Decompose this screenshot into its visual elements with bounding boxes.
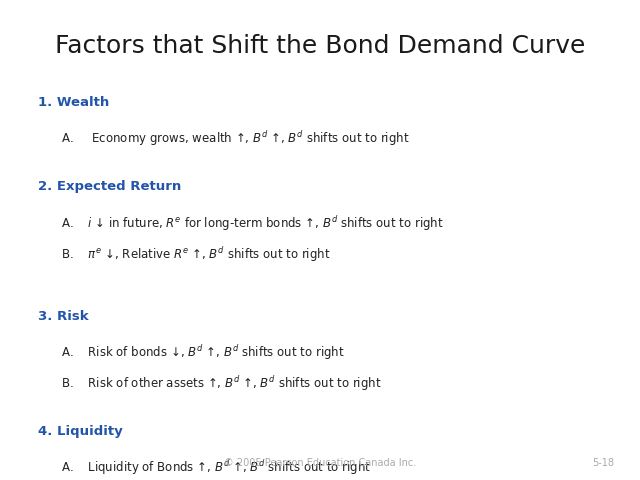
Text: 2. Expected Return: 2. Expected Return bbox=[38, 180, 182, 193]
Text: A.    Risk of bonds ↓, $B^d$ ↑, $B^d$ shifts out to right: A. Risk of bonds ↓, $B^d$ ↑, $B^d$ shift… bbox=[61, 343, 344, 362]
Text: 1. Wealth: 1. Wealth bbox=[38, 96, 109, 109]
Text: © 2005 Pearson Education Canada Inc.: © 2005 Pearson Education Canada Inc. bbox=[224, 458, 416, 468]
Text: B.    $\pi^e$ ↓, Relative $R^e$ ↑, $B^d$ shifts out to right: B. $\pi^e$ ↓, Relative $R^e$ ↑, $B^d$ sh… bbox=[61, 245, 330, 264]
Text: 3. Risk: 3. Risk bbox=[38, 310, 89, 323]
Text: 5-18: 5-18 bbox=[593, 458, 614, 468]
Text: A.    Liquidity of Bonds ↑, $B^d$ ↑, $B^d$ shifts out to right: A. Liquidity of Bonds ↑, $B^d$ ↑, $B^d$ … bbox=[61, 458, 371, 477]
Text: A.     Economy grows, wealth ↑, $B^d$ ↑, $B^d$ shifts out to right: A. Economy grows, wealth ↑, $B^d$ ↑, $B^… bbox=[61, 130, 410, 148]
Text: B.    Risk of other assets ↑, $B^d$ ↑, $B^d$ shifts out to right: B. Risk of other assets ↑, $B^d$ ↑, $B^d… bbox=[61, 374, 381, 393]
Text: 4. Liquidity: 4. Liquidity bbox=[38, 425, 123, 438]
Text: Factors that Shift the Bond Demand Curve: Factors that Shift the Bond Demand Curve bbox=[55, 34, 585, 58]
Text: A.    $i$ ↓ in future, $R^e$ for long-term bonds ↑, $B^d$ shifts out to right: A. $i$ ↓ in future, $R^e$ for long-term … bbox=[61, 214, 444, 232]
